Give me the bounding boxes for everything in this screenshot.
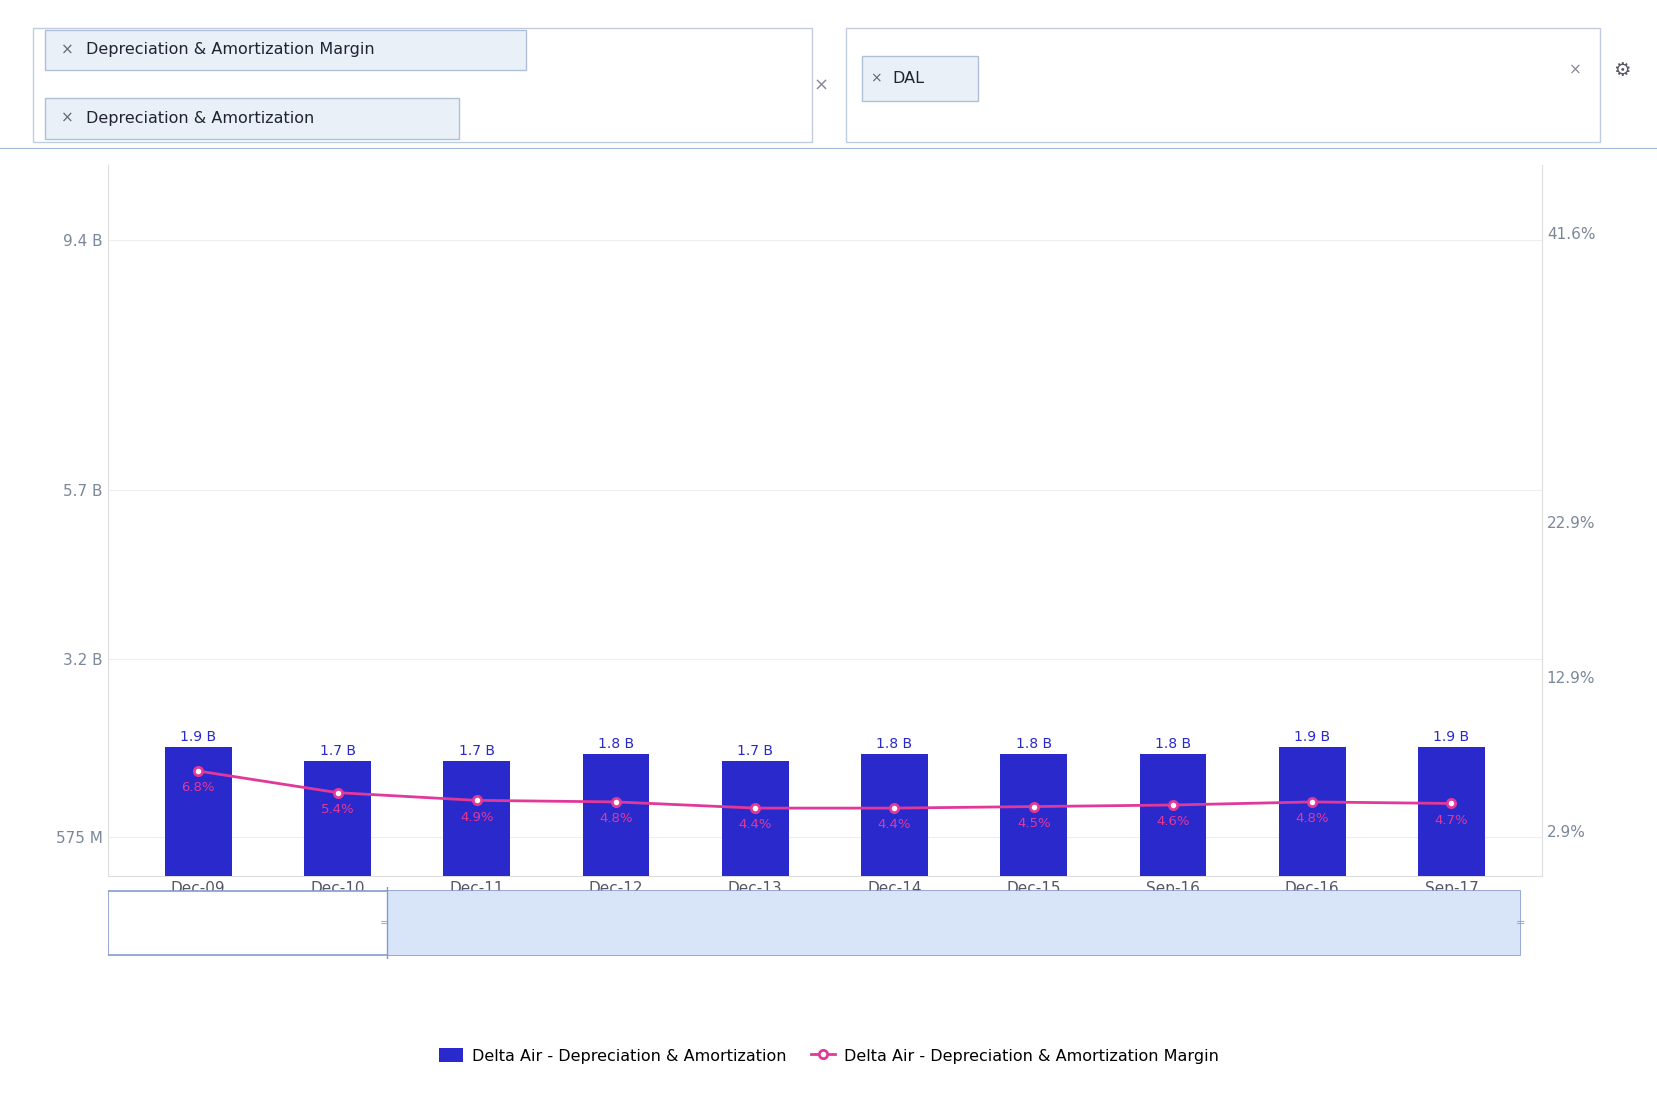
Text: ⚙: ⚙ (1612, 61, 1629, 79)
Text: 5.4%: 5.4% (320, 802, 355, 815)
Text: 1.9 B: 1.9 B (181, 731, 215, 744)
Bar (860, 754, 928, 876)
Bar (999, 754, 1067, 876)
Text: 1.7 B: 1.7 B (737, 744, 772, 758)
Text: 1.9 B: 1.9 B (1433, 731, 1468, 744)
Text: 4.8%: 4.8% (598, 812, 633, 825)
Text: 4.7%: 4.7% (1433, 813, 1468, 826)
FancyBboxPatch shape (33, 29, 812, 142)
FancyBboxPatch shape (108, 890, 1519, 955)
Text: 4.5%: 4.5% (1016, 817, 1051, 830)
Bar (1417, 747, 1485, 876)
FancyBboxPatch shape (45, 98, 459, 139)
Text: Depreciation & Amortization: Depreciation & Amortization (86, 111, 315, 126)
FancyBboxPatch shape (862, 56, 978, 100)
Bar (1138, 754, 1206, 876)
Text: 4.4%: 4.4% (877, 819, 911, 831)
Text: 6.8%: 6.8% (181, 781, 215, 795)
Bar (442, 761, 510, 876)
Bar (303, 761, 371, 876)
FancyBboxPatch shape (45, 30, 525, 71)
Text: 4.4%: 4.4% (737, 819, 772, 831)
Text: =: = (1514, 918, 1524, 928)
Bar (582, 754, 650, 876)
Text: ×: × (870, 72, 882, 86)
Text: ×: × (61, 111, 75, 126)
Text: 1.8 B: 1.8 B (877, 737, 911, 750)
Text: 1.8 B: 1.8 B (598, 737, 633, 750)
Text: 1.7 B: 1.7 B (459, 744, 494, 758)
Text: ×: × (1568, 63, 1581, 78)
Text: ×: × (61, 42, 75, 57)
Text: Depreciation & Amortization Margin: Depreciation & Amortization Margin (86, 42, 374, 57)
Text: 4.9%: 4.9% (459, 811, 494, 823)
FancyBboxPatch shape (845, 29, 1599, 142)
Text: 1.7 B: 1.7 B (320, 744, 355, 758)
Text: 1.8 B: 1.8 B (1155, 737, 1190, 750)
Text: 1.9 B: 1.9 B (1294, 731, 1329, 744)
Legend: Delta Air - Depreciation & Amortization, Delta Air - Depreciation & Amortization: Delta Air - Depreciation & Amortization,… (432, 1041, 1225, 1070)
Text: =: = (379, 918, 389, 928)
Text: 4.6%: 4.6% (1155, 815, 1190, 829)
FancyBboxPatch shape (388, 890, 1519, 955)
Bar (164, 747, 232, 876)
Bar (1278, 747, 1345, 876)
Bar (721, 761, 789, 876)
Text: 1.8 B: 1.8 B (1016, 737, 1051, 750)
Text: ×: × (812, 76, 828, 95)
Text: 4.8%: 4.8% (1294, 812, 1329, 825)
Text: DAL: DAL (891, 71, 923, 86)
